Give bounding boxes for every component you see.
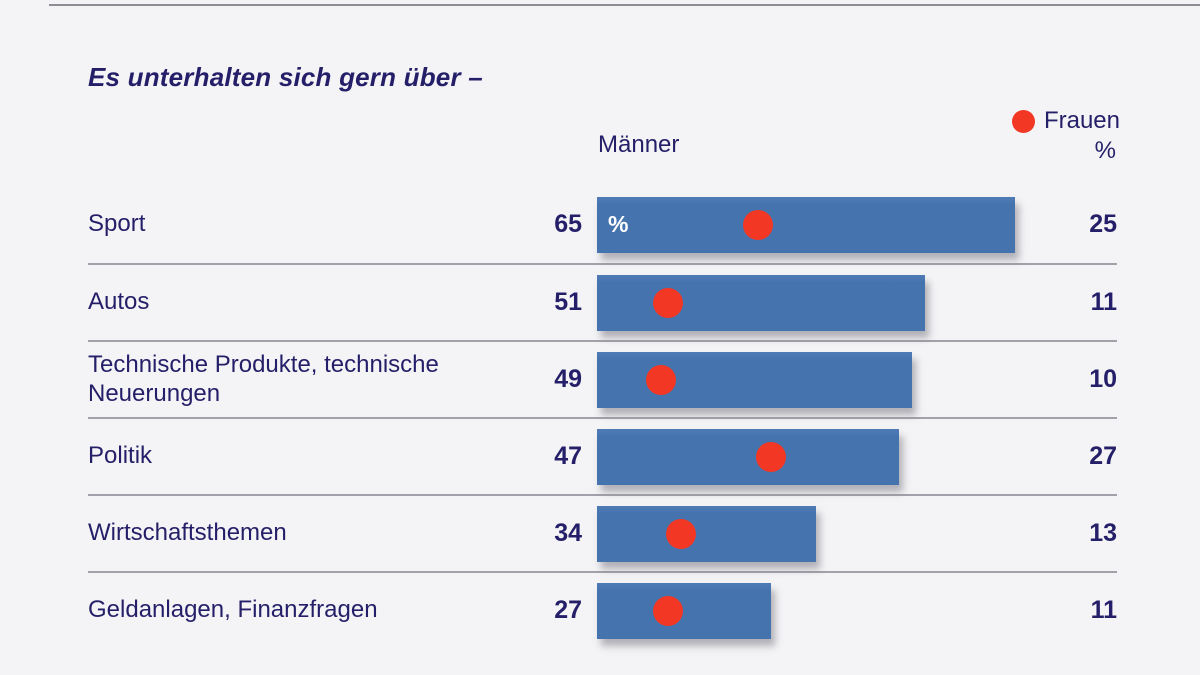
women-legend-label: Frauen xyxy=(1043,107,1120,134)
category-label: Wirtschaftsthemen xyxy=(88,519,287,547)
women-dot xyxy=(646,364,676,395)
men-value: 34 xyxy=(554,519,582,547)
bar-zone: % xyxy=(597,186,1067,263)
chart-row: Wirtschaftsthemen 34 13 xyxy=(88,494,1117,571)
women-dot xyxy=(666,518,696,549)
bar-zone xyxy=(597,265,1067,340)
bar-zone xyxy=(597,496,1067,571)
women-value: 11 xyxy=(1090,596,1117,624)
men-bar xyxy=(597,351,912,408)
women-value: 25 xyxy=(1089,210,1117,238)
women-value: 13 xyxy=(1089,519,1117,547)
women-dot xyxy=(653,595,683,626)
men-bar xyxy=(597,428,899,485)
women-dot xyxy=(743,209,773,240)
top-border-line xyxy=(49,4,1200,6)
bar-unit-label: % xyxy=(608,211,629,237)
chart-row: Geldanlagen, Finanzfragen 27 11 xyxy=(88,571,1117,648)
chart-row: Sport 65 % 25 xyxy=(88,186,1117,263)
men-value: 27 xyxy=(554,596,582,624)
men-bar: % xyxy=(597,196,1015,253)
women-unit-label: % xyxy=(1094,137,1116,164)
women-value: 27 xyxy=(1089,442,1117,470)
men-value: 47 xyxy=(554,442,582,470)
women-legend: Frauen xyxy=(1011,107,1120,135)
chart-row: Autos 51 11 xyxy=(88,263,1117,340)
category-label: Geldanlagen, Finanzfragen xyxy=(88,596,378,624)
women-value: 11 xyxy=(1090,288,1117,316)
chart-rows-container: Sport 65 % 25 Autos 51 11 Technische Pro… xyxy=(88,186,1117,648)
category-label: Technische Produkte, technische Neuerung… xyxy=(88,350,439,407)
chart-row: Technische Produkte, technische Neuerung… xyxy=(88,340,1117,417)
chart-title: Es unterhalten sich gern über – xyxy=(88,62,483,92)
bar-zone xyxy=(597,342,1067,417)
category-label: Sport xyxy=(88,210,146,238)
men-value: 65 xyxy=(554,210,582,238)
women-dot xyxy=(653,287,683,318)
bar-zone xyxy=(597,573,1067,648)
men-bar xyxy=(597,274,925,331)
category-label: Politik xyxy=(88,442,153,470)
bar-zone xyxy=(597,419,1067,494)
men-value: 51 xyxy=(554,288,582,316)
men-bar xyxy=(597,505,816,562)
women-dot xyxy=(756,441,786,472)
chart-row: Politik 47 27 xyxy=(88,417,1117,494)
women-value: 10 xyxy=(1089,365,1117,393)
women-legend-dot-icon xyxy=(1011,109,1035,133)
category-label: Autos xyxy=(88,288,150,316)
men-bar xyxy=(597,582,771,639)
men-series-header: Männer xyxy=(598,131,680,158)
men-value: 49 xyxy=(554,365,582,393)
